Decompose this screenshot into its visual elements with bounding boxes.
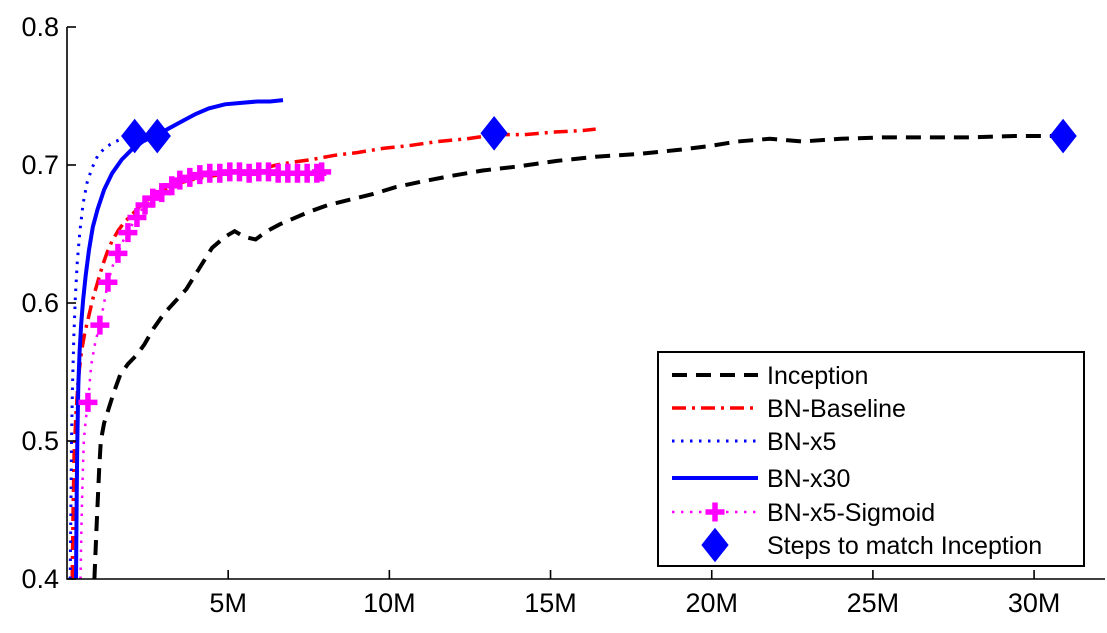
legend-label-bn-x5-sigmoid: BN-x5-Sigmoid — [767, 499, 935, 527]
plus-marker-bn-x5-sigmoid — [312, 162, 332, 182]
curve-bn-x5-sigmoid — [79, 170, 323, 580]
legend-label-inception: Inception — [767, 362, 868, 390]
y-tick-label-0.8: 0.8 — [21, 12, 59, 42]
plus-marker-bn-x5-sigmoid — [170, 170, 190, 190]
legend-plus-marker — [705, 502, 725, 522]
legend-box — [657, 351, 1085, 567]
x-tick-label-5M: 5M — [209, 588, 247, 618]
diamond-marker-steps-to-match-inception — [1049, 118, 1077, 154]
plus-marker-bn-x5-sigmoid — [78, 392, 98, 412]
diamond-marker-steps-to-match-inception — [121, 118, 149, 154]
y-tick-label-0.7: 0.7 — [21, 150, 59, 180]
plus-marker-bn-x5-sigmoid — [108, 243, 128, 263]
legend-label-steps-to-match-inception: Steps to match Inception — [767, 532, 1042, 560]
x-tick-label-15M: 15M — [524, 588, 577, 618]
diamond-marker-steps-to-match-inception — [143, 118, 171, 154]
y-tick-label-0.4: 0.4 — [21, 564, 59, 594]
plus-marker-bn-x5-sigmoid — [118, 223, 138, 243]
legend-diamond-marker — [701, 527, 729, 563]
curve-bn-x30 — [74, 98, 284, 580]
plus-marker-bn-x5-sigmoid — [127, 207, 147, 227]
x-tick-label-25M: 25M — [847, 588, 900, 618]
legend-label-bn-x5: BN-x5 — [767, 428, 836, 456]
legend-label-bn-x30: BN-x30 — [767, 465, 850, 493]
diamond-marker-steps-to-match-inception — [480, 115, 508, 151]
y-tick-label-0.6: 0.6 — [21, 288, 59, 318]
plus-marker-bn-x5-sigmoid — [98, 272, 118, 292]
legend-label-bn-baseline: BN-Baseline — [767, 395, 906, 423]
y-tick-label-0.5: 0.5 — [21, 426, 59, 456]
plus-marker-bn-x5-sigmoid — [180, 167, 200, 187]
plus-marker-bn-x5-sigmoid — [90, 315, 110, 335]
x-tick-label-30M: 30M — [1008, 588, 1061, 618]
plus-marker-bn-x5-sigmoid — [152, 183, 172, 203]
x-tick-label-20M: 20M — [685, 588, 738, 618]
x-tick-label-10M: 10M — [363, 588, 416, 618]
curve-inception — [92, 134, 1064, 580]
